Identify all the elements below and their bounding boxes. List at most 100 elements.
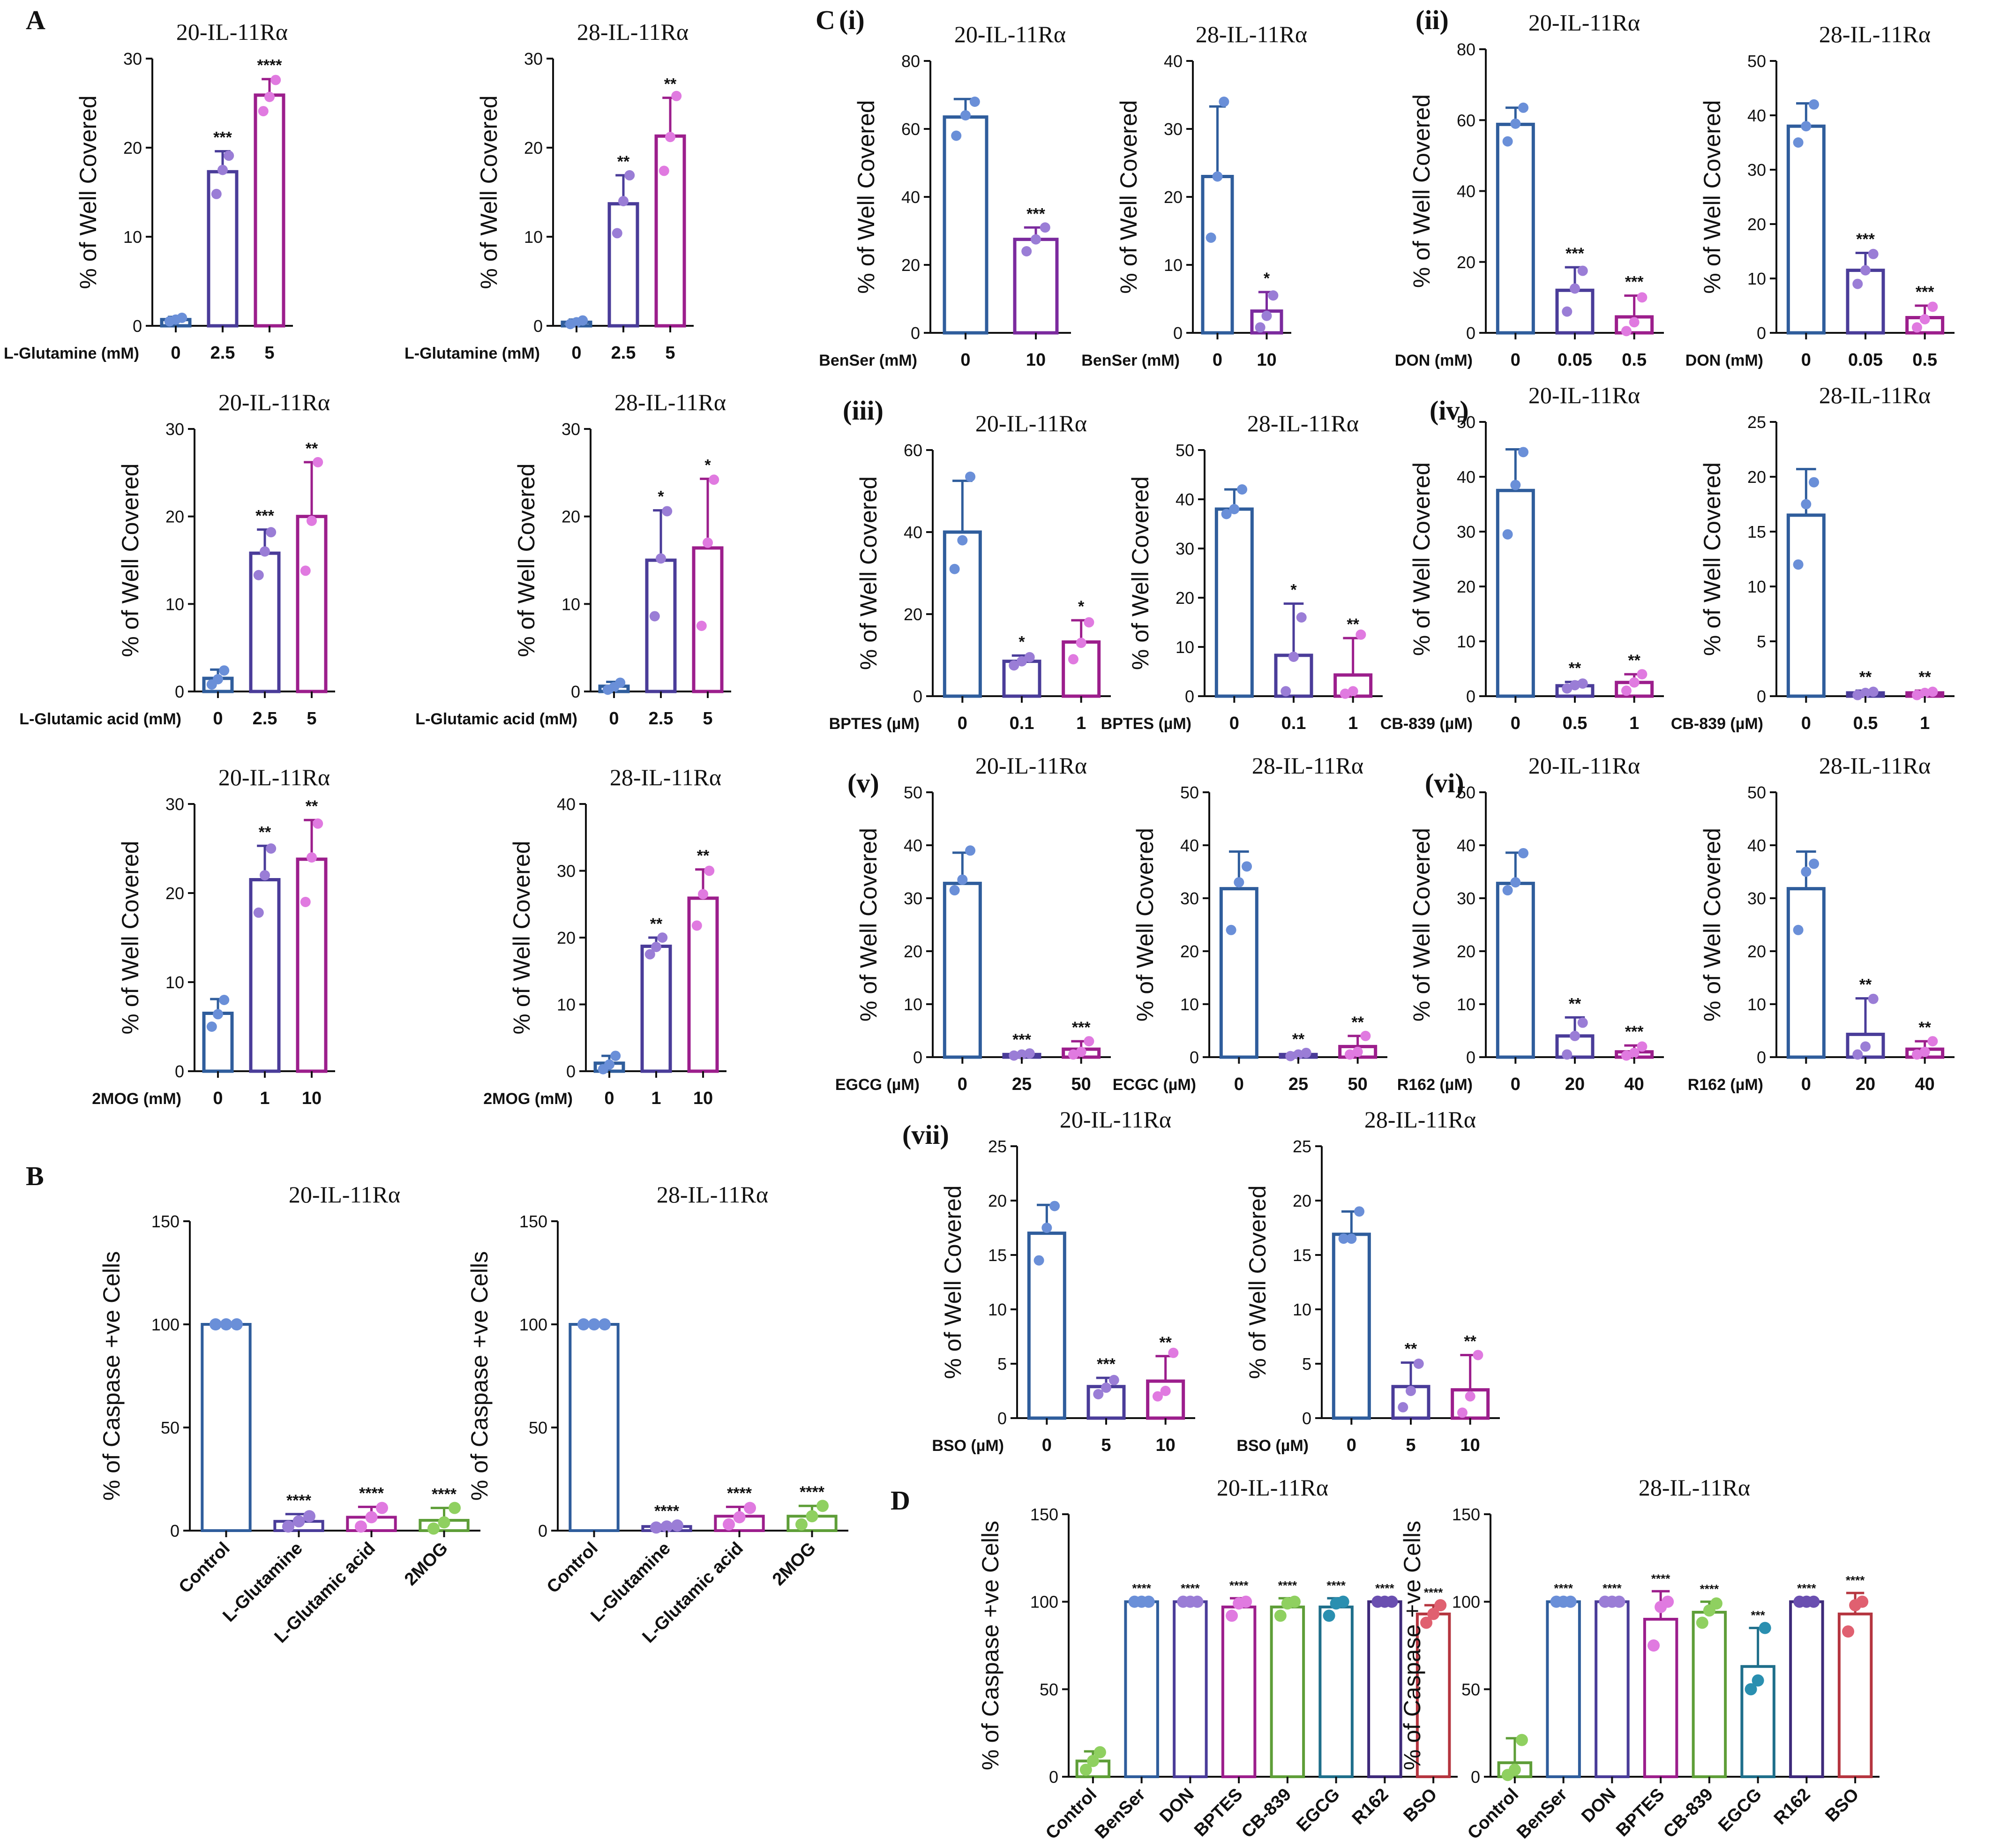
data-point (1745, 1683, 1757, 1696)
y-axis-label: % of Well Covered (855, 476, 882, 670)
data-point (260, 870, 270, 880)
y-tick-label: 10 (165, 973, 184, 992)
data-point (1017, 1049, 1027, 1060)
data-point (264, 91, 275, 102)
y-tick-label: 100 (519, 1315, 547, 1334)
data-point (209, 1318, 222, 1330)
bar (1124, 1600, 1159, 1779)
x-axis-name: BSO (µM) (1236, 1437, 1309, 1455)
data-point (1518, 447, 1529, 458)
significance-label: **** (1554, 1581, 1573, 1595)
x-tick-label: 0 (958, 1074, 967, 1094)
chart-cvi1: 20-IL-11Rα 0 10 20 30 40 50 % of Well Covered 0 *… (1397, 752, 1664, 1094)
significance-label: ** (306, 440, 318, 458)
x-tick-label: 50 (1071, 1074, 1091, 1094)
x-axis-name: BenSer (mM) (1081, 352, 1180, 369)
y-tick-label: 80 (901, 52, 920, 71)
data-point (1852, 690, 1863, 700)
data-point (1809, 477, 1820, 488)
data-point (1919, 1046, 1930, 1057)
y-tick-label: 5 (1757, 632, 1766, 651)
chart-ci1: 20-IL-11Rα 0 20 40 60 80 % of Well Covered 0 ***… (819, 21, 1071, 370)
x-axis-name: L-Glutamic acid (mM) (19, 710, 181, 728)
y-tick-label: 0 (1302, 1409, 1311, 1428)
data-point (1021, 246, 1032, 256)
y-tick-label: 150 (519, 1212, 547, 1231)
data-point (1518, 102, 1529, 113)
x-tick-label: 0 (1801, 350, 1811, 370)
significance-label: *** (1072, 1019, 1091, 1037)
bar (692, 546, 724, 693)
bar (1546, 1600, 1581, 1779)
data-point (307, 516, 317, 526)
data-point (1801, 499, 1812, 510)
y-tick-label: 15 (1293, 1246, 1311, 1265)
significance-label: **** (1132, 1581, 1151, 1595)
data-point (354, 1520, 367, 1533)
y-tick-label: 50 (1461, 1680, 1480, 1699)
panel-labels: A B C (i) (ii) (iii) (iv) (v) (vi) (vii)… (26, 5, 1469, 1516)
data-point (1024, 1048, 1035, 1059)
y-tick-label: 50 (1180, 783, 1199, 802)
y-tick-label: 20 (904, 942, 922, 961)
data-point (177, 312, 187, 323)
significance-label: * (1264, 270, 1270, 287)
x-tick-label: 20 (1856, 1074, 1875, 1094)
data-point (266, 527, 277, 538)
bar (654, 134, 686, 328)
x-axis-name: EGCG (µM) (835, 1076, 920, 1094)
x-axis-name: BSO (µM) (932, 1437, 1004, 1455)
y-tick-label: 60 (904, 441, 922, 460)
y-axis-label: % of Caspase +ve Cells (977, 1521, 1003, 1770)
bar (1332, 1232, 1371, 1420)
y-tick-label: 10 (1180, 995, 1199, 1014)
data-point (300, 897, 311, 907)
x-tick-label: 0 (958, 714, 967, 733)
x-tick-label: 0.5 (1622, 350, 1647, 370)
significance-label: ** (697, 847, 710, 865)
y-tick-label: 40 (1176, 490, 1194, 509)
x-tick-label: 10 (1460, 1435, 1480, 1455)
chart-a2: 28-IL-11Rα 0 10 20 30 % of Well Covered 0 ** 2.5… (404, 19, 694, 363)
x-tick-label: 10 (1257, 350, 1276, 370)
y-tick-label: 20 (988, 1191, 1007, 1210)
data-point (624, 170, 635, 180)
y-tick-label: 25 (988, 1137, 1007, 1156)
x-tick-label: 1 (1348, 714, 1358, 733)
y-axis-label: % of Well Covered (1699, 828, 1725, 1022)
y-tick-label: 20 (524, 138, 543, 158)
data-point (1648, 1639, 1660, 1652)
bar (296, 857, 328, 1073)
y-tick-label: 40 (1747, 106, 1766, 125)
data-point (1268, 290, 1279, 301)
data-point (1637, 669, 1648, 680)
x-tick-label: 10 (1156, 1435, 1176, 1455)
x-tick-label: 0 (1229, 714, 1239, 733)
y-tick-label: 30 (524, 49, 543, 68)
data-point (577, 1318, 590, 1330)
data-point (282, 1520, 294, 1533)
chart-title: 28-IL-11Rα (1819, 21, 1931, 47)
y-axis-label: % of Well Covered (476, 95, 502, 289)
significance-label: ** (1918, 1019, 1931, 1037)
data-point (438, 1516, 450, 1529)
data-point (1355, 629, 1366, 640)
y-tick-label: 0 (913, 1048, 922, 1067)
data-point (260, 546, 270, 557)
data-point (969, 97, 980, 107)
bar (1173, 1600, 1208, 1779)
y-tick-label: 20 (562, 507, 580, 526)
bar (202, 1012, 234, 1073)
data-point (1346, 1233, 1357, 1244)
panel-label-c-iv: (iv) (1430, 395, 1469, 426)
chart-title: 20-IL-11Rα (1060, 1106, 1171, 1133)
data-point (213, 674, 223, 684)
y-tick-label: 40 (904, 836, 922, 855)
data-point (231, 1318, 243, 1330)
x-tick-label: 0 (609, 709, 619, 729)
significance-label: * (1078, 598, 1085, 616)
x-tick-label: 0 (1801, 714, 1811, 733)
data-point (1510, 877, 1521, 888)
y-tick-label: 20 (1164, 188, 1183, 207)
x-category-label: BPTES (1191, 1785, 1246, 1840)
